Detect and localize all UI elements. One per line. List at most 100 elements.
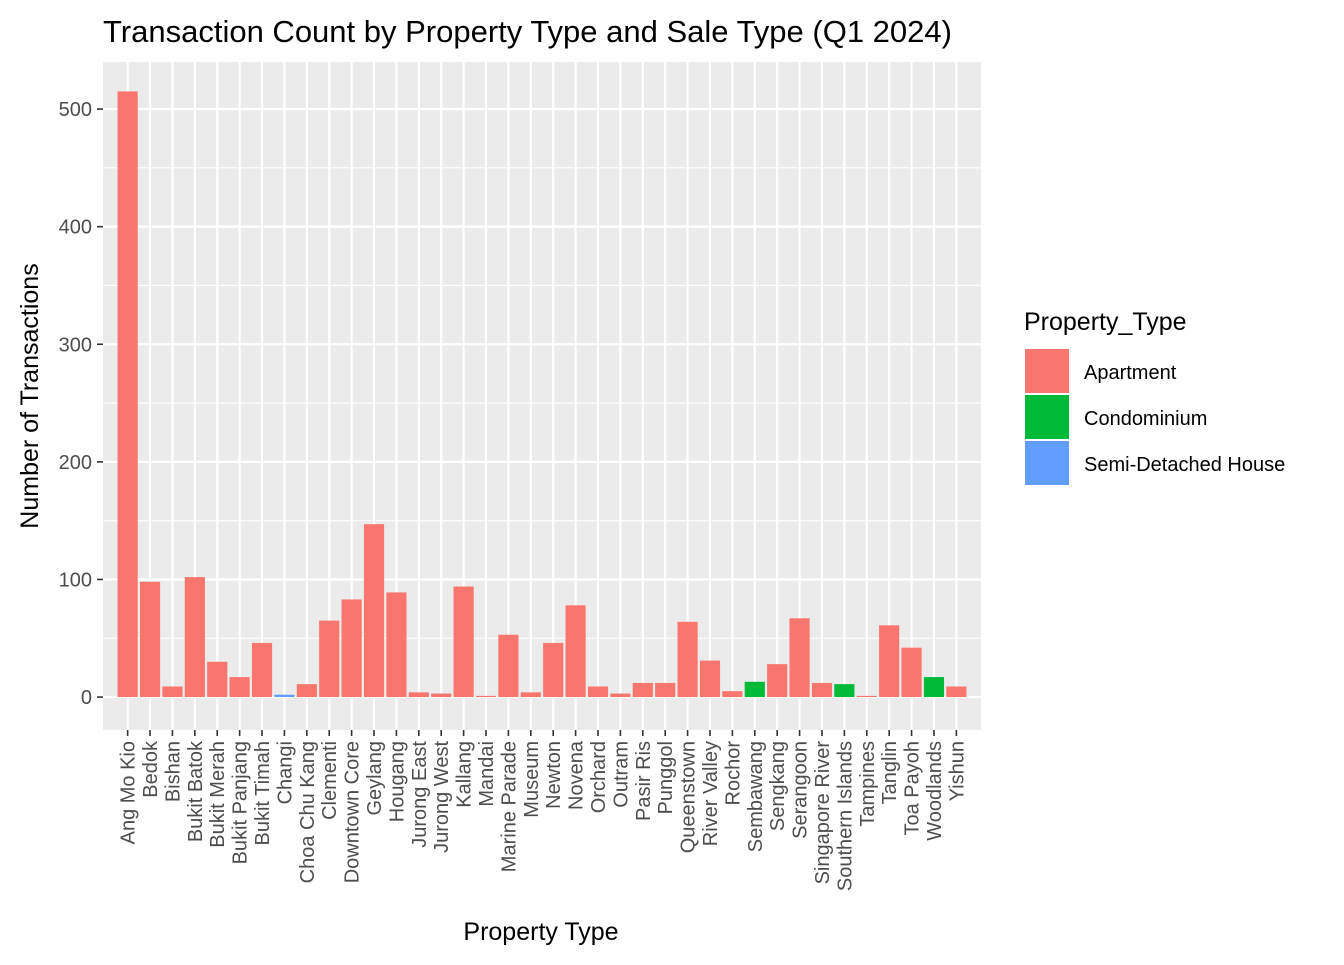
y-axis: 0 100 200 300 400 500 <box>59 99 103 709</box>
bar-bukit-merah <box>207 661 228 698</box>
bar-tampines <box>856 695 877 698</box>
bar-sengkang <box>767 664 788 698</box>
bar-queenstown <box>677 621 698 698</box>
x-tick-label: Marine Parade <box>498 741 520 872</box>
x-tick-label: Outram <box>610 741 632 808</box>
x-tick-label: Pasir Ris <box>633 741 655 821</box>
y-tick-label: 400 <box>59 217 92 239</box>
bar-bukit-batok <box>184 577 205 698</box>
x-tick-label: Woodlands <box>924 741 946 841</box>
x-tick-label: Sembawang <box>745 741 767 852</box>
bar-novena <box>565 605 586 698</box>
bar-pasir-ris <box>632 682 653 698</box>
legend-label: Apartment <box>1084 362 1177 384</box>
x-tick-label: Rochor <box>722 741 744 806</box>
bar-geylang <box>363 524 385 698</box>
x-tick-label: Punggol <box>655 741 677 814</box>
x-tick-label: Choa Chu Kang <box>297 741 319 883</box>
legend-swatch <box>1025 349 1069 393</box>
y-tick-label: 100 <box>59 569 92 591</box>
bar-yishun <box>946 686 967 698</box>
bar-downtown-core <box>341 599 362 698</box>
legend: Property_Type Apartment Condominium Semi-D… <box>1024 308 1285 486</box>
bar-choa-chu-kang <box>296 684 317 698</box>
bars <box>117 91 967 698</box>
x-tick-label: Singapore River <box>812 741 834 885</box>
x-tick-label: Bishan <box>162 741 184 802</box>
bar-outram <box>610 693 631 698</box>
x-tick-label: Sengkang <box>767 741 789 831</box>
bar-sembawang <box>744 681 765 698</box>
x-tick-label: Museum <box>521 741 543 818</box>
x-tick-label: Bukit Batok <box>185 740 207 842</box>
bar-marine-parade <box>498 634 519 698</box>
chart-title: Transaction Count by Property Type and S… <box>103 14 952 49</box>
x-tick-label: Downtown Core <box>342 741 364 883</box>
bar-bedok <box>139 581 161 698</box>
x-tick-label: Hougang <box>386 741 408 822</box>
x-tick-label: Geylang <box>364 741 386 816</box>
x-tick-label: Tampines <box>857 741 879 827</box>
x-tick-label: Ang Mo Kio <box>118 741 140 844</box>
bar-tanglin <box>879 625 900 698</box>
x-tick-label: Serangoon <box>790 741 812 839</box>
legend-entries: Apartment Condominium Semi-Detached House <box>1024 348 1285 486</box>
bar-singapore-river <box>811 682 833 698</box>
bar-punggol <box>655 682 676 698</box>
legend-swatch <box>1025 441 1069 485</box>
x-axis: Ang Mo Kio Bedok Bishan Bukit Batok Bukit Me… <box>118 730 968 891</box>
bar-clementi <box>319 620 340 698</box>
x-tick-label: Newton <box>543 741 565 809</box>
x-tick-label: Southern Islands <box>834 741 856 891</box>
bar-orchard <box>587 686 609 698</box>
y-tick-label: 0 <box>81 687 92 709</box>
bar-changi <box>274 694 295 698</box>
x-axis-label: Property Type <box>463 918 618 946</box>
y-axis-label: Number of Transactions <box>16 263 44 528</box>
legend-swatch <box>1025 395 1069 439</box>
legend-title: Property_Type <box>1024 308 1187 336</box>
legend-label: Condominium <box>1084 408 1207 430</box>
bar-toa-payoh <box>901 647 922 698</box>
x-tick-label: Mandai <box>476 741 498 807</box>
bar-rochor <box>722 691 743 698</box>
bar-kallang <box>453 586 474 698</box>
bar-newton <box>543 642 564 698</box>
x-tick-label: Bukit Timah <box>252 741 274 845</box>
legend-label: Semi-Detached House <box>1084 454 1285 476</box>
bar-serangoon <box>789 618 810 698</box>
x-tick-label: Kallang <box>454 741 476 808</box>
bar-bukit-panjang <box>229 677 250 698</box>
x-tick-label: Jurong East <box>409 741 431 848</box>
bar-jurong-west <box>431 693 452 698</box>
x-tick-label: River Valley <box>700 741 722 846</box>
x-tick-label: Clementi <box>319 741 341 820</box>
y-tick-label: 500 <box>59 99 92 121</box>
x-tick-label: Bukit Merah <box>207 741 229 848</box>
plot-panel <box>103 62 981 730</box>
x-tick-label: Toa Payoh <box>902 741 924 836</box>
bar-hougang <box>386 592 407 698</box>
x-tick-label: Bedok <box>140 740 162 798</box>
x-tick-label: Jurong West <box>431 741 453 853</box>
bar-southern-islands <box>834 684 855 698</box>
x-tick-label: Changi <box>274 741 296 804</box>
x-tick-label: Bukit Panjang <box>230 741 252 864</box>
y-tick-label: 300 <box>59 334 92 356</box>
x-tick-label: Tanglin <box>879 741 901 804</box>
x-tick-label: Yishun <box>946 741 968 801</box>
bar-river-valley <box>699 660 721 698</box>
bar-jurong-east <box>408 692 429 698</box>
y-tick-label: 200 <box>59 452 92 474</box>
bar-bukit-timah <box>251 642 273 698</box>
bar-museum <box>520 692 541 698</box>
x-tick-label: Novena <box>566 740 588 810</box>
bar-mandai <box>475 695 497 698</box>
bar-bishan <box>162 686 183 698</box>
x-tick-label: Orchard <box>588 741 610 813</box>
bar-woodlands <box>923 677 945 698</box>
bar-ang-mo-kio <box>117 91 138 698</box>
x-tick-label: Queenstown <box>678 741 700 853</box>
